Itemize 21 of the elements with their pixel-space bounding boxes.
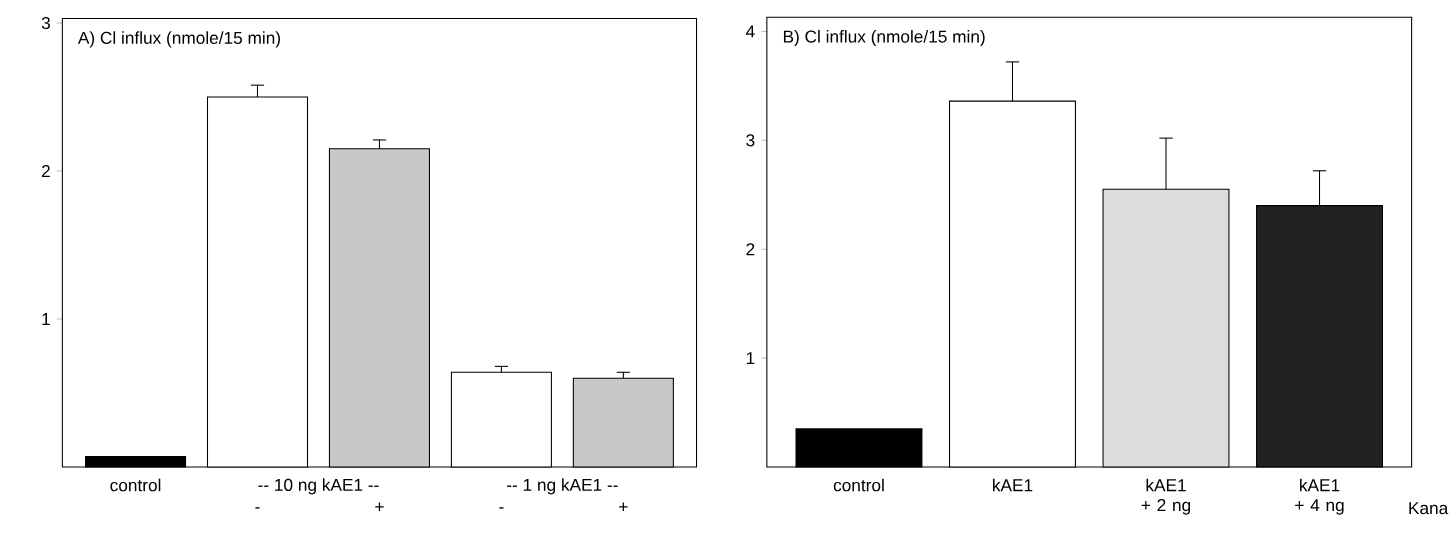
y-tick-label: 3	[41, 16, 50, 30]
y-tick-label: 2	[41, 164, 50, 178]
y-tick-label: 3	[746, 134, 755, 147]
text: B) Cl influx (nmole/15 min)	[783, 30, 985, 47]
x-tick-label: kAE1 + 4 ng	[1295, 478, 1344, 515]
x-tick-label: control	[833, 478, 884, 492]
text: -- 10 ng kAE1 --	[258, 478, 379, 495]
y-tick-label: 4	[745, 25, 755, 38]
x-tick-label: kAE1 + 2 ng	[1141, 478, 1191, 515]
x-tick-label: +	[619, 502, 628, 511]
text: -- 1 ng kAE1 --	[507, 478, 618, 495]
y-tick-label: 1	[42, 313, 50, 325]
y-tick-label: 2	[746, 243, 755, 256]
text: Kana	[1409, 502, 1449, 515]
x-tick-label: +	[375, 502, 384, 511]
x-tick-label: -	[499, 507, 504, 509]
x-tick-label: kAE1	[993, 478, 1033, 492]
x-tick-label: control	[110, 478, 161, 492]
x-tick-label: -	[255, 507, 260, 509]
y-tick-label: 1	[746, 352, 755, 365]
text: A) Cl influx (nmole/15 min)	[77, 31, 280, 48]
